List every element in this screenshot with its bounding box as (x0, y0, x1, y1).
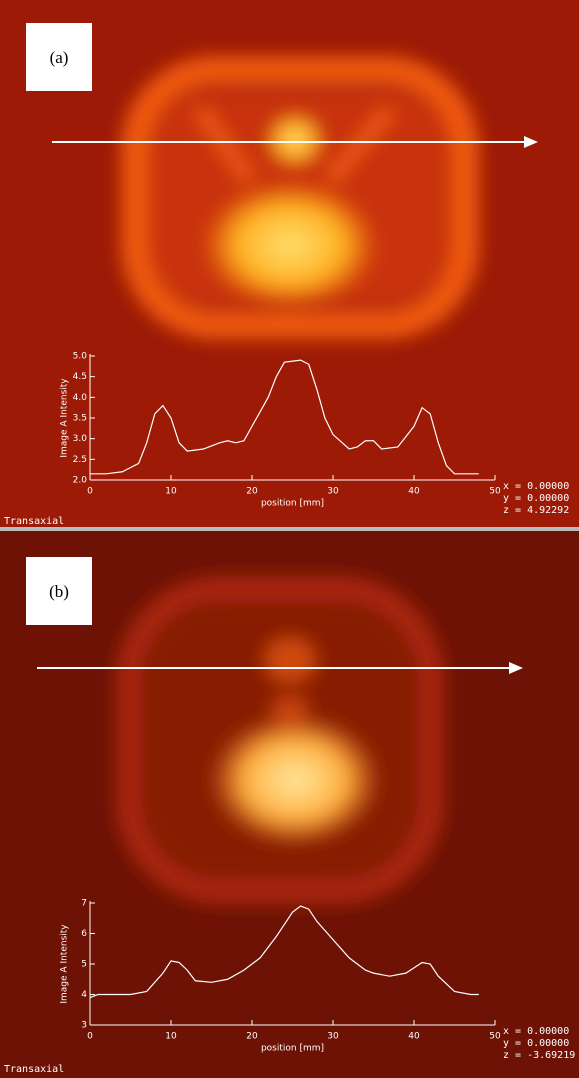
panel-label-box (26, 557, 92, 625)
x-tick-label: 30 (327, 1032, 339, 1042)
x-tick-label: 50 (489, 1032, 501, 1042)
arrows (37, 136, 538, 674)
y-tick-label: 4.0 (73, 393, 88, 403)
y-tick-label: 4 (81, 990, 87, 1000)
y-axis-label: Image A Intensity (60, 378, 70, 458)
x-tick-label: 0 (87, 1032, 93, 1042)
x-tick-label: 40 (408, 1032, 420, 1042)
y-tick-label: 5 (81, 960, 87, 970)
x-tick-label: 20 (246, 487, 258, 497)
coordinate-readout: z = -3.69219 (503, 1050, 575, 1061)
x-axis-label: position [mm] (261, 1044, 324, 1054)
coordinate-readout: z = 4.92292 (503, 505, 569, 516)
panel-label: (b) (49, 582, 69, 601)
y-tick-label: 4.5 (73, 372, 87, 382)
y-tick-label: 3.0 (73, 434, 88, 444)
x-tick-label: 30 (327, 487, 339, 497)
coordinate-readout: x = 0.00000 (503, 481, 569, 492)
panel-label: (a) (50, 48, 69, 67)
y-tick-label: 6 (81, 929, 87, 939)
x-axis-label: position [mm] (261, 499, 324, 509)
y-tick-label: 3.5 (73, 414, 87, 424)
image-a (0, 0, 579, 531)
y-tick-label: 2.5 (73, 455, 87, 465)
coordinate-readout: x = 0.00000 (503, 1026, 569, 1037)
x-tick-label: 10 (165, 1032, 177, 1042)
y-tick-label: 3 (81, 1021, 87, 1031)
coordinate-readout: y = 0.00000 (503, 493, 569, 504)
y-tick-label: 5.0 (73, 352, 88, 362)
x-tick-label: 0 (87, 487, 93, 497)
view-label: Transaxial (4, 1064, 64, 1075)
y-tick-label: 2.0 (73, 476, 88, 486)
profile-line (90, 359, 479, 475)
y-tick-label: 7 (81, 899, 87, 909)
coordinate-readout: y = 0.00000 (503, 1038, 569, 1049)
x-tick-label: 50 (489, 487, 501, 497)
x-tick-label: 10 (165, 487, 177, 497)
view-label: Transaxial (4, 516, 64, 527)
profile-line (89, 905, 479, 999)
x-tick-label: 40 (408, 487, 420, 497)
image-b (0, 531, 579, 1078)
y-axis-label: Image A Intensity (60, 924, 70, 1004)
x-tick-label: 20 (246, 1032, 258, 1042)
panel-label-box (26, 23, 92, 91)
